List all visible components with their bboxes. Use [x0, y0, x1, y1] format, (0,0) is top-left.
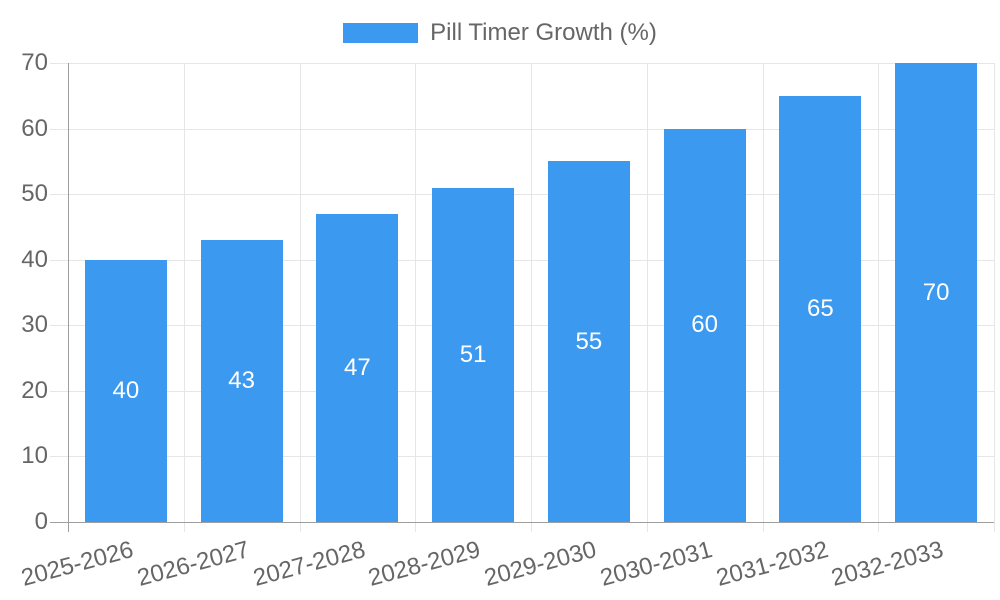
bar-value-label: 43 — [228, 367, 255, 395]
bar-segment-2031-2032[interactable]: 65 — [779, 95, 862, 522]
gridline-horizontal — [50, 194, 994, 196]
gridline-vertical — [994, 63, 995, 532]
x-tick-label: 2028-2029 — [365, 536, 484, 592]
gridline-horizontal — [50, 390, 994, 392]
bar-segment-2026-2027[interactable]: 43 — [200, 240, 283, 522]
plot-area: 40 43 47 51 55 60 65 70 — [50, 63, 995, 532]
gridline-vertical — [299, 63, 301, 532]
y-tick-label: 40 — [21, 245, 48, 273]
gridline-horizontal — [50, 259, 994, 261]
bar-segment-2025-2026[interactable]: 40 — [84, 259, 167, 522]
gridline-vertical — [762, 63, 764, 532]
gridline-vertical — [183, 63, 185, 532]
gridline-vertical — [646, 63, 648, 532]
y-tick-label: 70 — [21, 49, 48, 76]
bar-value-label: 40 — [112, 376, 140, 404]
legend-swatch-icon — [343, 23, 419, 43]
gridline-vertical — [415, 63, 417, 532]
bar-value-label: 65 — [807, 294, 834, 322]
bar-segment-2028-2029[interactable]: 51 — [432, 187, 515, 522]
x-axis-labels: 2025-2026 2026-2027 2027-2028 2028-2029 2029… — [18, 532, 994, 600]
y-tick-label: 60 — [21, 114, 48, 142]
legend-label: Pill Timer Growth (%) — [430, 19, 657, 46]
bar-value-label: 51 — [459, 340, 487, 368]
bar-segment-2030-2031[interactable]: 60 — [663, 128, 746, 522]
legend-item[interactable]: Pill Timer Growth (%) — [343, 19, 657, 47]
y-tick-label: 30 — [21, 311, 48, 339]
bar-value-label: 47 — [344, 353, 371, 381]
x-tick-label: 2032-2033 — [828, 536, 947, 592]
y-tick-label: 50 — [21, 180, 48, 208]
bar-value-label: 60 — [691, 311, 718, 339]
y-axis-labels: 0 10 20 30 40 50 60 70 — [0, 51, 48, 534]
x-tick-label: 2029-2030 — [481, 536, 600, 592]
gridline-horizontal — [50, 63, 994, 64]
gridline-horizontal — [50, 456, 994, 458]
x-tick-label: 2027-2028 — [249, 536, 368, 592]
bar-segment-2027-2028[interactable]: 47 — [316, 213, 399, 522]
x-tick-label: 2031-2032 — [712, 536, 831, 592]
y-tick-label: 10 — [21, 442, 48, 470]
bar-value-label: 55 — [575, 327, 603, 355]
y-tick-label: 0 — [34, 508, 48, 535]
gridline-horizontal — [50, 325, 994, 327]
gridline-vertical — [878, 63, 880, 532]
x-tick-label: 2026-2027 — [134, 536, 253, 592]
bar-segment-2029-2030[interactable]: 55 — [547, 161, 630, 522]
gridline-horizontal — [50, 128, 994, 130]
x-tick-label: 2030-2031 — [597, 536, 716, 592]
y-axis-line — [68, 63, 69, 532]
bar-segment-2032-2033[interactable]: 70 — [895, 63, 978, 522]
x-tick-label: 2025-2026 — [18, 536, 137, 592]
gridline-vertical — [531, 63, 532, 532]
bar-value-label: 70 — [922, 278, 950, 306]
y-tick-label: 20 — [21, 376, 48, 404]
legend: Pill Timer Growth (%) — [0, 19, 1000, 47]
x-axis-line — [50, 522, 994, 523]
